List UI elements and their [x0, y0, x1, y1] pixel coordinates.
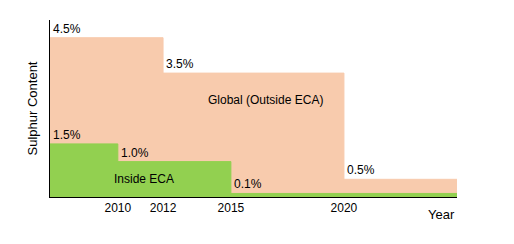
svg-text:2012: 2012: [150, 201, 177, 215]
svg-text:Year: Year: [428, 207, 455, 222]
svg-text:3.5%: 3.5%: [166, 57, 194, 71]
svg-text:0.5%: 0.5%: [347, 163, 375, 177]
svg-text:2015: 2015: [218, 201, 245, 215]
svg-text:Sulphur Content: Sulphur Content: [25, 61, 40, 155]
svg-text:2010: 2010: [104, 201, 131, 215]
svg-text:2020: 2020: [331, 201, 358, 215]
svg-text:1.0%: 1.0%: [121, 146, 149, 160]
svg-text:Global (Outside ECA): Global (Outside ECA): [208, 93, 323, 107]
svg-text:Inside ECA: Inside ECA: [114, 172, 174, 186]
svg-text:1.5%: 1.5%: [53, 128, 81, 142]
svg-text:4.5%: 4.5%: [53, 22, 81, 36]
svg-text:0.1%: 0.1%: [234, 177, 262, 191]
